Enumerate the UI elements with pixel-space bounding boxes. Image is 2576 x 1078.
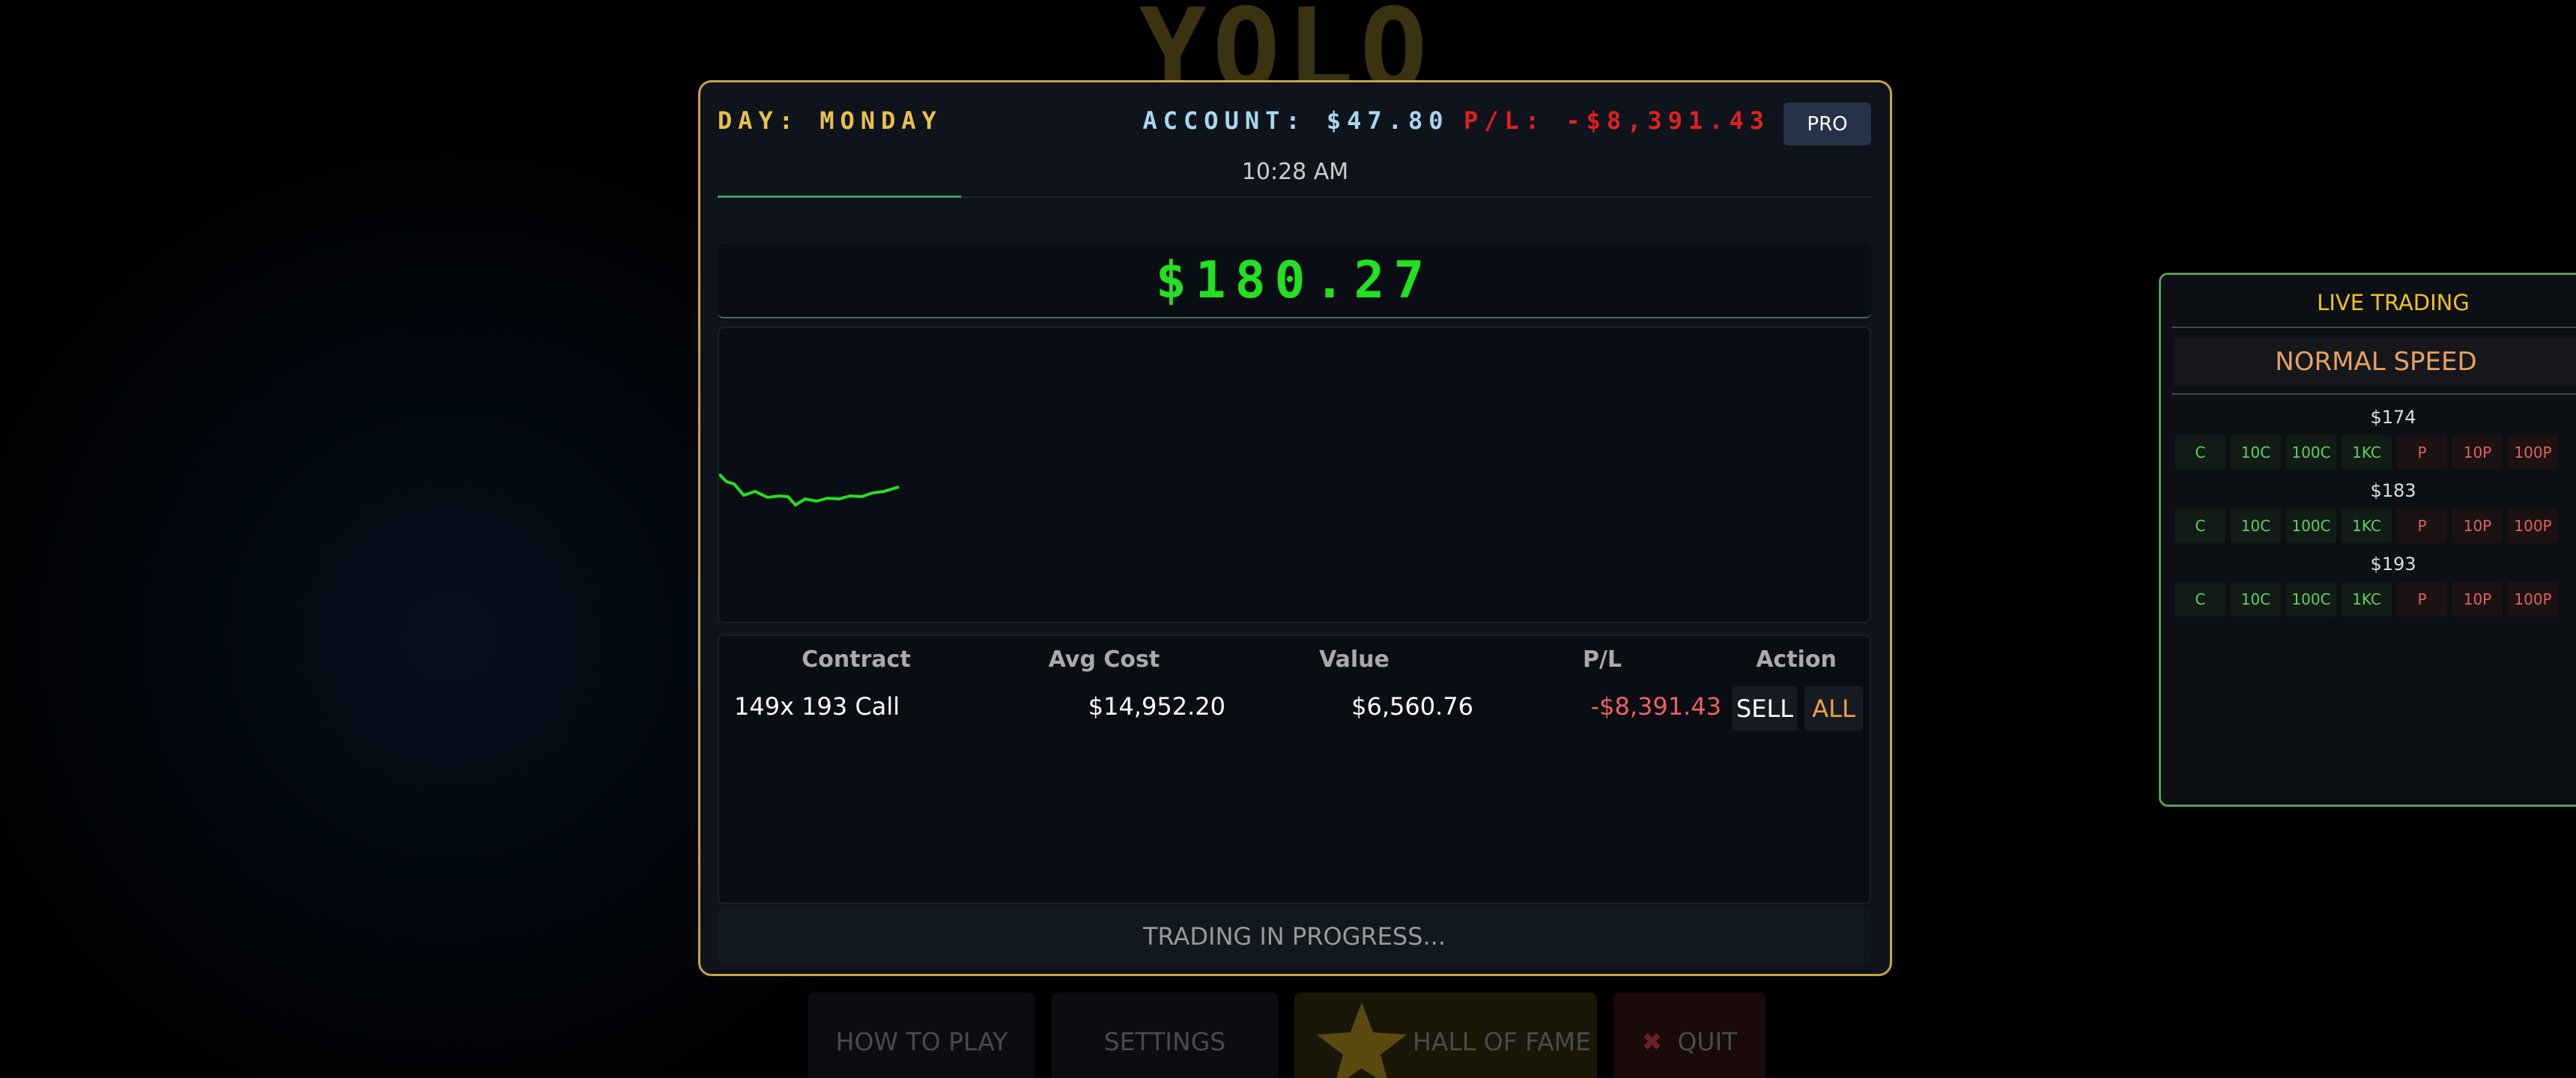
trade-button[interactable]: 10C — [2231, 509, 2281, 543]
progress-track — [718, 196, 1871, 198]
avg-cost: $14,952.20 — [1088, 692, 1225, 721]
trade-button[interactable]: 10P — [2452, 582, 2503, 617]
strike-label: $183 — [2370, 480, 2416, 501]
trade-button[interactable]: C — [2175, 582, 2225, 617]
menu-button[interactable]: ✖ QUIT — [1613, 993, 1766, 1078]
menu-label: HALL OF FAME — [1413, 1026, 1591, 1056]
menu-button[interactable]: HOW TO PLAY — [808, 993, 1035, 1078]
status-bar: TRADING IN PROGRESS... — [718, 909, 1871, 963]
trade-button[interactable]: C — [2175, 435, 2225, 470]
day-label: DAY: MONDAY — [718, 106, 942, 135]
column-header: P/L — [1582, 647, 1622, 673]
value: $6,560.76 — [1351, 692, 1473, 721]
price: $180.27 — [1155, 250, 1434, 310]
menu-button[interactable]: SETTINGS — [1052, 993, 1278, 1078]
column-header: Action — [1756, 647, 1837, 673]
trade-button[interactable]: C — [2175, 509, 2225, 543]
trade-button[interactable]: P — [2397, 435, 2447, 470]
menu-label: QUIT — [1677, 1026, 1738, 1056]
side-panel: LIVE TRADING NORMAL SPEED $174 C 10C 100C 1K… — [2159, 273, 2576, 807]
account-label: ACCOUNT: $47.80 — [1142, 106, 1449, 135]
trade-button[interactable]: 10P — [2452, 509, 2503, 543]
column-header: Avg Cost — [1048, 647, 1160, 673]
panel-title: LIVE TRADING — [2317, 290, 2470, 315]
trade-button[interactable]: 100P — [2508, 582, 2558, 617]
divider — [2172, 327, 2576, 328]
action-button[interactable]: SELL — [1732, 686, 1798, 731]
pl-label: P/L: -$8,391.43 — [1464, 106, 1770, 135]
column-header: Contract — [801, 647, 911, 673]
action-button[interactable]: ALL — [1804, 686, 1863, 731]
trade-button[interactable]: 10P — [2452, 435, 2503, 470]
trade-button[interactable]: 100P — [2508, 509, 2558, 543]
menu-button[interactable]: HALL OF FAME — [1294, 993, 1597, 1078]
pl: -$8,391.43 — [1590, 692, 1721, 721]
trade-button[interactable]: 1KC — [2342, 509, 2392, 543]
pro-button[interactable]: PRO — [1783, 103, 1871, 145]
column-header: Value — [1319, 647, 1389, 673]
time-label: 10:28 AM — [1241, 159, 1349, 185]
star-icon — [1317, 1002, 1407, 1078]
trade-button[interactable]: 1KC — [2342, 582, 2392, 617]
price-box: $180.27 — [718, 243, 1871, 318]
progress-fill — [718, 196, 961, 198]
trading-modal: DAY: MONDAY ACCOUNT: $47.80 P/L: -$8,391… — [698, 80, 1892, 976]
positions-table: Contract Avg Cost Value P/L Action 149x 193 C… — [718, 635, 1871, 904]
divider — [2172, 393, 2576, 395]
trade-button[interactable]: P — [2397, 509, 2447, 543]
trade-button[interactable]: 10C — [2231, 435, 2281, 470]
chart-box — [718, 327, 1871, 623]
price-sparkline — [719, 473, 900, 507]
speed-button[interactable]: NORMAL SPEED — [2174, 337, 2576, 386]
trade-button[interactable]: 100C — [2286, 435, 2336, 470]
trade-button[interactable]: P — [2397, 582, 2447, 617]
trade-button[interactable]: 100C — [2286, 582, 2336, 617]
contract: 149x 193 Call — [734, 692, 900, 721]
trade-button[interactable]: 100C — [2286, 509, 2336, 543]
quit-icon: ✖ — [1641, 1026, 1663, 1056]
trade-button[interactable]: 10C — [2231, 582, 2281, 617]
strike-label: $174 — [2370, 407, 2416, 428]
trade-button[interactable]: 1KC — [2342, 435, 2392, 470]
trade-button[interactable]: 100P — [2508, 435, 2558, 470]
strike-label: $193 — [2370, 554, 2416, 575]
